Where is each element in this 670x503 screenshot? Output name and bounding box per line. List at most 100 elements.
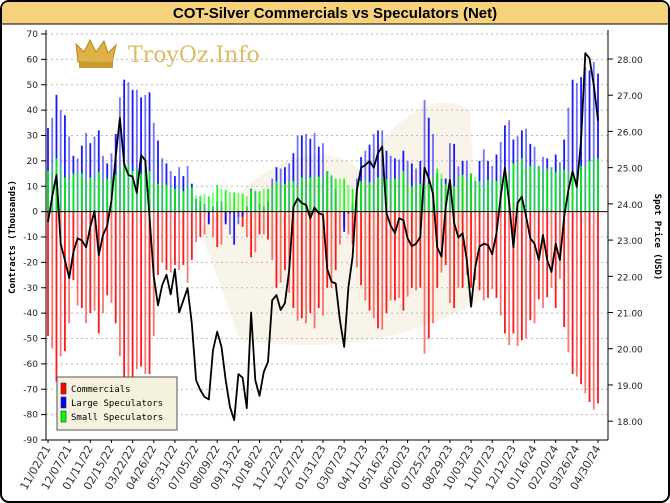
commercials-bar <box>85 211 87 324</box>
commercials-bar <box>47 211 49 336</box>
commercials-bar <box>284 211 286 270</box>
legend-swatch-small-speculators <box>60 410 67 423</box>
large-speculators-bar <box>144 94 147 212</box>
commercials-bar <box>144 211 147 375</box>
small-speculators-bar <box>106 178 109 212</box>
large-speculators-bar <box>381 130 384 212</box>
commercials-bar <box>157 211 159 276</box>
small-speculators-bar <box>59 167 62 212</box>
small-speculators-bar <box>508 172 511 212</box>
commercials-bar <box>347 211 350 235</box>
small-speculators-bar <box>597 158 599 212</box>
y-tick-label: 0 <box>32 208 38 218</box>
y-tick-label: -90 <box>23 436 38 446</box>
small-speculators-bar <box>542 169 544 212</box>
y-right-tick-label: 28.00 <box>617 56 643 66</box>
small-speculators-bar <box>343 178 346 212</box>
commercials-bar <box>588 211 591 402</box>
commercials-bar <box>305 211 307 324</box>
commercials-bar <box>131 211 134 377</box>
small-speculators-bar <box>245 196 248 212</box>
small-speculators-bar <box>368 182 371 212</box>
commercials-bar <box>114 211 117 324</box>
y-tick-label: 60 <box>27 55 39 65</box>
small-speculators-bar <box>381 177 384 212</box>
legend-swatch-commercials <box>60 382 67 395</box>
small-speculators-bar <box>415 183 417 212</box>
legend-label-large-speculators: Large Speculators <box>71 399 163 409</box>
commercials-bar <box>165 211 168 270</box>
y-tick-label: 30 <box>27 132 39 142</box>
small-speculators-bar <box>322 178 324 212</box>
commercials-bar <box>504 211 506 334</box>
large-speculators-bar <box>114 133 117 212</box>
small-speculators-bar <box>520 158 523 212</box>
y-axis-right: 28.00 27.00 26.00 25.00 24.00 23.00 22.00 21.00… <box>607 30 643 440</box>
small-speculators-bar <box>144 158 147 212</box>
commercials-bar <box>368 211 371 311</box>
commercials-bar <box>478 211 481 291</box>
commercials-bar <box>516 211 519 347</box>
commercials-bar <box>258 211 261 235</box>
small-speculators-bar <box>157 183 159 212</box>
large-speculators-bar <box>322 143 324 212</box>
commercials-bar <box>279 211 282 283</box>
commercials-bar <box>512 211 515 334</box>
small-speculators-bar <box>262 188 265 212</box>
commercials-bar <box>423 211 426 354</box>
commercials-bar <box>55 211 58 382</box>
commercials-bar <box>499 211 502 316</box>
large-speculators-bar <box>453 143 456 212</box>
commercials-bar <box>444 211 447 265</box>
small-speculators-bar <box>351 188 354 212</box>
small-speculators-bar <box>394 178 396 212</box>
commercials-bar <box>334 211 337 270</box>
y-right-tick-label: 18.00 <box>617 418 643 428</box>
small-speculators-bars <box>47 158 599 212</box>
large-speculators-bar <box>233 211 236 245</box>
small-speculators-bar <box>491 178 494 212</box>
small-speculators-bar <box>309 177 312 212</box>
small-speculators-bar <box>347 184 350 212</box>
commercials-bar <box>186 211 189 283</box>
commercials-bar <box>360 211 362 286</box>
y-tick-label: -60 <box>23 360 38 370</box>
commercials-bar <box>330 211 333 288</box>
commercials-bar <box>216 211 219 248</box>
large-speculators-bar <box>597 73 599 212</box>
legend-box <box>56 376 178 431</box>
y-tick-label: -70 <box>23 385 38 395</box>
y-right-tick-label: 21.00 <box>617 310 643 320</box>
small-speculators-bar <box>330 174 333 212</box>
commercials-bar <box>271 211 274 260</box>
large-speculators-bar <box>300 135 303 212</box>
large-speculators-bar <box>372 133 375 212</box>
commercials-bar <box>140 211 142 367</box>
small-speculators-bar <box>165 184 168 212</box>
commercials-bar <box>584 211 587 394</box>
y-right-tick-label: 25.00 <box>617 165 643 175</box>
small-speculators-bar <box>504 168 506 212</box>
commercials-bar <box>495 211 498 298</box>
commercials-bar <box>470 211 472 288</box>
y-right-tick-label: 26.00 <box>617 128 643 138</box>
y-tick-label: 10 <box>27 182 39 192</box>
small-speculators-bar <box>478 181 481 212</box>
commercials-bar <box>174 211 176 265</box>
large-speculators-bar <box>123 79 126 212</box>
small-speculators-bar <box>372 183 375 212</box>
large-speculators-bar <box>343 211 346 232</box>
small-speculators-bar <box>186 183 189 212</box>
small-speculators-bar <box>550 167 553 212</box>
y-tick-label: -40 <box>23 309 38 319</box>
large-speculators-bar <box>368 144 371 212</box>
commercials-bar <box>381 211 384 330</box>
y-tick-label: -30 <box>23 284 38 294</box>
small-speculators-bar <box>465 178 468 212</box>
small-speculators-bar <box>419 183 422 212</box>
small-speculators-bar <box>453 186 456 212</box>
large-speculators-bar <box>347 211 350 215</box>
commercials-bar <box>436 211 439 288</box>
commercials-bar <box>322 211 324 316</box>
